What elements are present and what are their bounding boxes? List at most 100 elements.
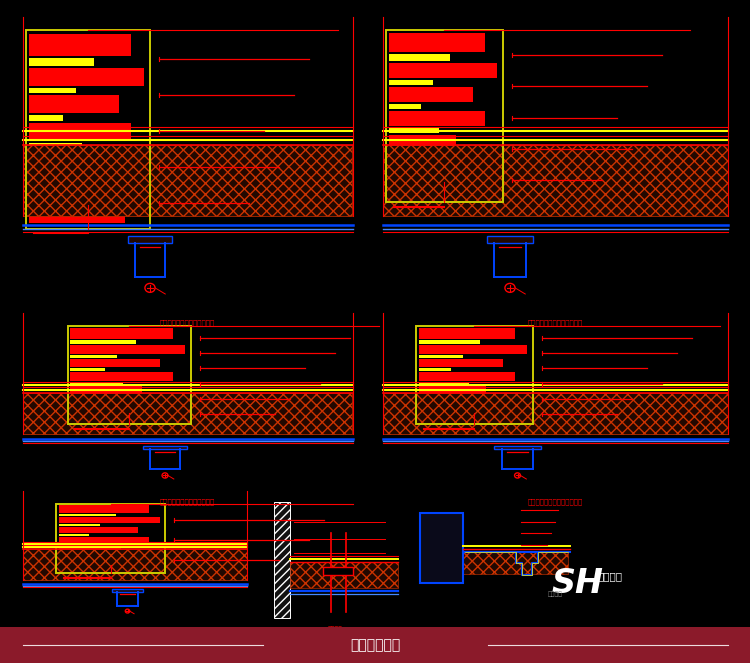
Bar <box>28 123 131 141</box>
Text: 顶棚排水做法示（工法做法）: 顶棚排水做法示（工法做法） <box>160 319 215 326</box>
Bar <box>70 355 117 357</box>
Bar <box>68 326 191 424</box>
Bar <box>419 395 457 398</box>
Bar <box>28 58 94 66</box>
Bar <box>419 359 503 367</box>
Bar <box>419 399 498 408</box>
Bar <box>382 392 728 434</box>
Bar <box>419 386 486 394</box>
Bar <box>388 174 416 180</box>
Bar <box>68 326 191 424</box>
Bar <box>28 88 76 93</box>
Bar <box>274 502 398 618</box>
Bar <box>388 151 427 156</box>
Bar <box>388 182 479 197</box>
Bar <box>28 68 144 86</box>
Text: 顶棚排水做法示（国标做法）: 顶棚排水做法示（国标做法） <box>160 498 215 505</box>
Text: 友情出品: 友情出品 <box>548 591 562 597</box>
Bar <box>58 534 88 536</box>
Text: 出口做法: 出口做法 <box>328 627 343 632</box>
Bar <box>419 345 526 353</box>
Bar <box>22 550 248 580</box>
Bar <box>420 513 463 583</box>
Bar <box>58 524 100 526</box>
Bar <box>26 30 150 229</box>
Bar <box>70 386 142 394</box>
Bar <box>419 369 452 371</box>
Bar <box>388 54 450 61</box>
Bar <box>56 504 165 573</box>
Bar <box>388 157 468 173</box>
Bar <box>419 382 469 385</box>
Bar <box>419 373 515 381</box>
Bar <box>382 145 728 216</box>
Bar <box>388 80 433 85</box>
Bar <box>28 151 100 167</box>
Text: 拾意素材公社: 拾意素材公社 <box>350 638 400 652</box>
Text: 顶棚排水做法示（国标做法）: 顶棚排水做法示（国标做法） <box>107 631 163 637</box>
Bar <box>28 95 119 113</box>
Text: SH: SH <box>551 567 603 600</box>
Bar <box>419 340 480 344</box>
Bar <box>323 568 353 575</box>
Bar <box>70 412 166 422</box>
Bar <box>420 513 463 583</box>
Bar <box>58 527 138 533</box>
Bar <box>386 30 502 202</box>
Bar <box>70 345 185 353</box>
Bar <box>416 326 532 424</box>
Bar <box>416 502 570 618</box>
Bar <box>70 340 136 344</box>
Bar <box>128 236 172 243</box>
Bar <box>70 359 160 367</box>
Bar <box>419 355 463 357</box>
Bar <box>70 369 104 371</box>
Bar <box>419 408 446 412</box>
Bar <box>0 627 750 663</box>
Bar <box>416 326 532 424</box>
Bar <box>58 546 122 552</box>
Bar <box>28 143 82 149</box>
Bar <box>28 197 57 203</box>
Bar <box>290 562 398 588</box>
Bar <box>388 33 485 52</box>
Bar <box>70 399 154 408</box>
Bar <box>70 328 172 339</box>
Bar <box>419 328 515 339</box>
Bar <box>58 556 132 562</box>
Bar <box>70 408 98 412</box>
Bar <box>70 395 111 398</box>
Bar <box>58 505 148 513</box>
Bar <box>388 135 456 149</box>
Bar <box>58 514 116 516</box>
Bar <box>487 236 533 243</box>
Bar <box>494 446 541 450</box>
Bar <box>58 517 160 523</box>
Bar <box>58 553 94 555</box>
Bar <box>388 104 422 109</box>
Bar <box>70 382 123 385</box>
Text: 素材公社: 素材公社 <box>598 572 622 581</box>
Bar <box>28 177 112 195</box>
Bar <box>28 205 125 223</box>
Bar <box>26 30 150 229</box>
Bar <box>58 544 105 546</box>
Bar <box>388 62 496 78</box>
Bar <box>70 373 172 381</box>
Text: 顶棚排水做法示（工法做法）: 顶棚排水做法示（工法做法） <box>527 319 583 326</box>
Bar <box>112 589 142 591</box>
Bar <box>388 111 485 127</box>
Bar <box>388 128 439 133</box>
Bar <box>28 169 70 175</box>
Bar <box>56 504 165 573</box>
Bar <box>142 446 188 450</box>
Bar <box>22 145 352 216</box>
Bar <box>58 565 143 572</box>
Bar <box>22 392 352 434</box>
Bar <box>463 550 568 573</box>
Bar <box>386 30 502 202</box>
Bar <box>419 412 509 422</box>
Bar <box>58 562 83 564</box>
Bar <box>28 34 131 56</box>
Bar <box>28 115 63 121</box>
